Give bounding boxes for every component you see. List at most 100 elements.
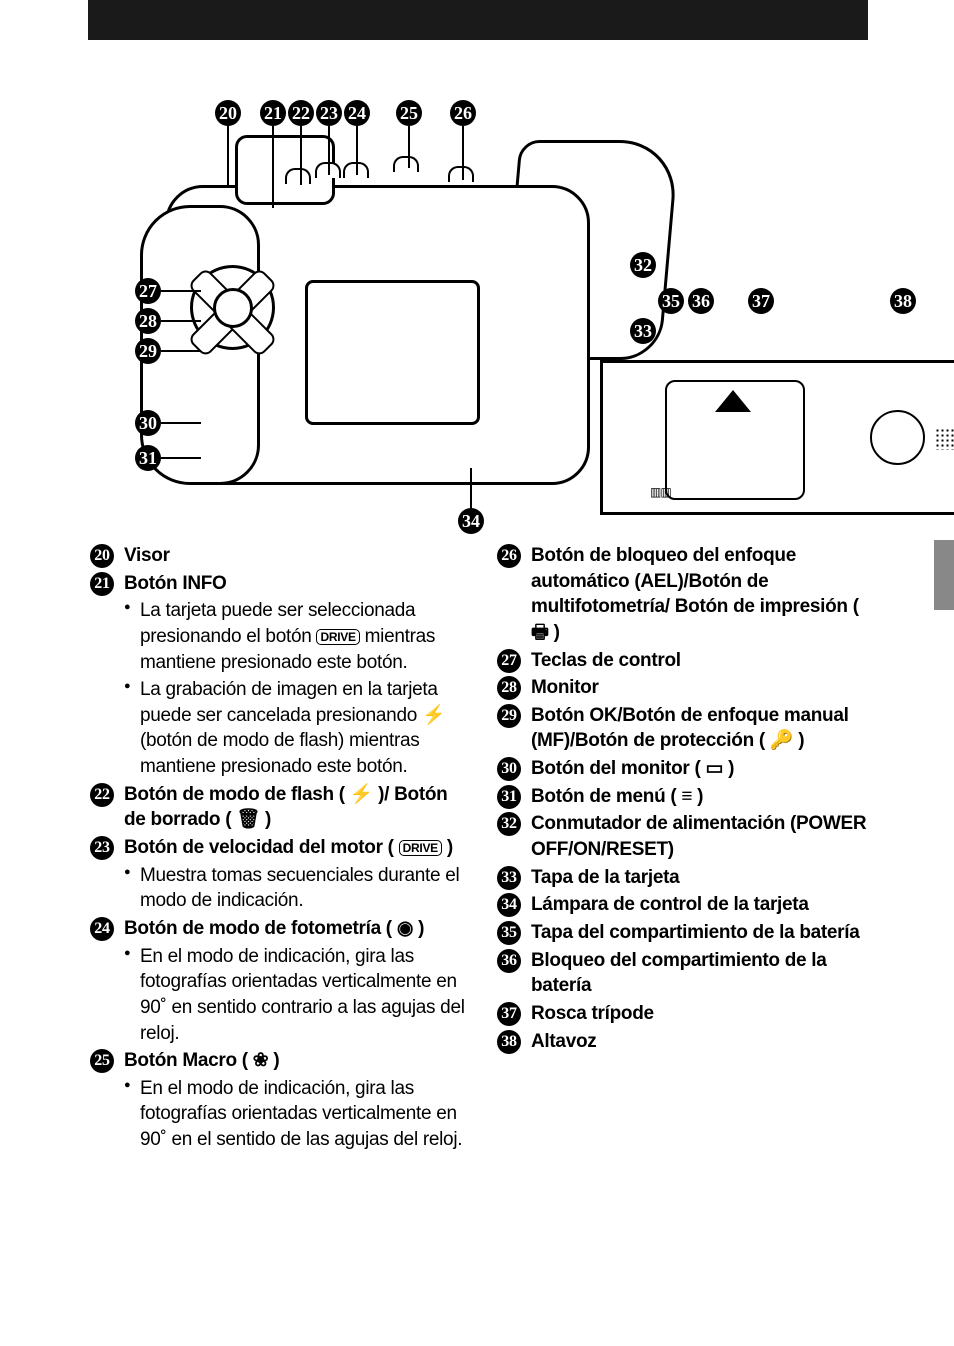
entry-20: 20 Visor xyxy=(90,543,473,569)
entry-num: 27 xyxy=(497,649,521,673)
contacts-icon: ▥▥ xyxy=(650,485,671,499)
callout-37: 37 xyxy=(748,288,774,314)
entry-36: 36 Bloqueo del compartimiento de la bater… xyxy=(497,948,880,999)
callout-22: 22 xyxy=(288,100,314,126)
leader xyxy=(272,126,274,208)
callout-32: 32 xyxy=(630,252,656,278)
right-column: 26Botón de bloqueo del enfoque automátic… xyxy=(497,543,880,1155)
entry-30: 30 Botón del monitor ( ▭ ) xyxy=(497,756,880,782)
entry-24: 24 Botón de modo de fotometría ( ◉ ) xyxy=(90,916,473,942)
callout-28: 28 xyxy=(135,308,161,334)
entry-sub: La grabación de imagen en la tarjeta pue… xyxy=(90,677,473,780)
leader xyxy=(300,126,302,185)
callout-34: 34 xyxy=(458,508,484,534)
callout-23: 23 xyxy=(316,100,342,126)
entry-num: 22 xyxy=(90,783,114,807)
entry-title: Botón de velocidad del motor ( DRIVE ) xyxy=(124,837,453,858)
entry-num: 21 xyxy=(90,572,114,596)
callout-30: 30 xyxy=(135,410,161,436)
entry-27: 27 Teclas de control xyxy=(497,648,880,674)
entry-31: 31 Botón de menú ( ≡ ) xyxy=(497,784,880,810)
entry-title: Botón de menú ( ≡ ) xyxy=(531,786,703,807)
left-column: 20 Visor 21 Botón INFO La tarjeta puede ser … xyxy=(90,543,473,1155)
leader xyxy=(462,126,464,180)
entry-sub: En el modo de indicación, gira las fotog… xyxy=(90,1076,473,1153)
entry-num: 31 xyxy=(497,785,521,809)
description-columns: 20 Visor 21 Botón INFO La tarjeta puede ser … xyxy=(90,543,880,1155)
entry-num: 37 xyxy=(497,1002,521,1026)
entry-num: 28 xyxy=(497,676,521,700)
side-tab xyxy=(934,540,954,610)
entry-title: Botón de modo de fotometría ( ◉ ) xyxy=(124,918,424,939)
callout-26: 26 xyxy=(450,100,476,126)
entry-38: 38Altavoz xyxy=(497,1029,880,1055)
entry-sub: La tarjeta puede ser seleccionada presio… xyxy=(90,598,473,675)
entry-title: Botón del monitor ( ▭ ) xyxy=(531,758,734,779)
entry-title: Rosca trípode xyxy=(531,1003,654,1024)
entry-sub: Muestra tomas secuenciales durante el mo… xyxy=(90,863,473,914)
header-bar xyxy=(88,0,868,40)
leader xyxy=(161,290,201,292)
callout-36: 36 xyxy=(688,288,714,314)
top-btn xyxy=(285,168,311,184)
entry-title: Botón OK/Botón de enfoque manual (MF)/Bo… xyxy=(531,705,849,752)
cam-screen xyxy=(305,280,480,425)
callout-27: 27 xyxy=(135,278,161,304)
entry-28: 28 Monitor xyxy=(497,675,880,701)
callout-29: 29 xyxy=(135,338,161,364)
entry-num: 24 xyxy=(90,917,114,941)
entry-num: 30 xyxy=(497,757,521,781)
entry-title: Bloqueo del compartimiento de la batería xyxy=(531,950,827,997)
entry-num: 26 xyxy=(497,544,521,568)
entry-32: 32 Conmutador de alimentación (POWER OFF/… xyxy=(497,811,880,862)
camera-diagram: ▥▥ 2021222324252627282930313233353637383… xyxy=(90,90,910,540)
entry-title: Botón INFO xyxy=(124,573,227,594)
entry-37: 37 Rosca trípode xyxy=(497,1001,880,1027)
callout-21: 21 xyxy=(260,100,286,126)
leader xyxy=(161,320,201,322)
entry-25: 25 Botón Macro ( ❀ ) xyxy=(90,1048,473,1074)
entry-title: Tapa de la tarjeta xyxy=(531,867,679,888)
entry-num: 36 xyxy=(497,949,521,973)
cam-dpad-center xyxy=(213,288,253,328)
leader xyxy=(227,126,229,185)
callout-35: 35 xyxy=(658,288,684,314)
entry-num: 23 xyxy=(90,836,114,860)
speaker-icon xyxy=(935,428,954,450)
battery-arrow-icon xyxy=(715,390,751,412)
entry-num: 29 xyxy=(497,704,521,728)
entry-num: 35 xyxy=(497,921,521,945)
entry-title: Lámpara de control de la tarjeta xyxy=(531,894,809,915)
leader xyxy=(161,350,201,352)
entry-num: 25 xyxy=(90,1049,114,1073)
leader xyxy=(161,457,201,459)
callout-25: 25 xyxy=(396,100,422,126)
callout-33: 33 xyxy=(630,318,656,344)
entry-title: Teclas de control xyxy=(531,650,681,671)
entry-22: 22 Botón de modo de flash ( ⚡ )/ Botón de… xyxy=(90,782,473,833)
top-btn xyxy=(448,166,474,182)
leader xyxy=(328,126,330,175)
leader xyxy=(470,468,472,508)
entry-35: 35Tapa del compartimiento de la batería xyxy=(497,920,880,946)
entry-33: 33Tapa de la tarjeta xyxy=(497,865,880,891)
entry-title: Conmutador de alimentación (POWER OFF/ON… xyxy=(531,813,866,860)
entry-23: 23 Botón de velocidad del motor ( DRIVE ) xyxy=(90,835,473,861)
entry-title: Monitor xyxy=(531,677,599,698)
leader xyxy=(356,126,358,175)
entry-title: Altavoz xyxy=(531,1031,596,1052)
entry-34: 34 Lámpara de control de la tarjeta xyxy=(497,892,880,918)
entry-21: 21 Botón INFO xyxy=(90,571,473,597)
callout-38: 38 xyxy=(890,288,916,314)
entry-num: 32 xyxy=(497,812,521,836)
entry-sub: En el modo de indicación, gira las fotog… xyxy=(90,944,473,1047)
entry-title: Botón de modo de flash ( ⚡ )/ Botón de b… xyxy=(124,784,447,831)
entry-title: Visor xyxy=(124,545,170,566)
entry-title: Botón Macro ( ❀ ) xyxy=(124,1050,279,1071)
entry-num: 20 xyxy=(90,544,114,568)
callout-31: 31 xyxy=(135,445,161,471)
callout-20: 20 xyxy=(215,100,241,126)
leader xyxy=(161,422,201,424)
callout-24: 24 xyxy=(344,100,370,126)
entry-num: 34 xyxy=(497,893,521,917)
